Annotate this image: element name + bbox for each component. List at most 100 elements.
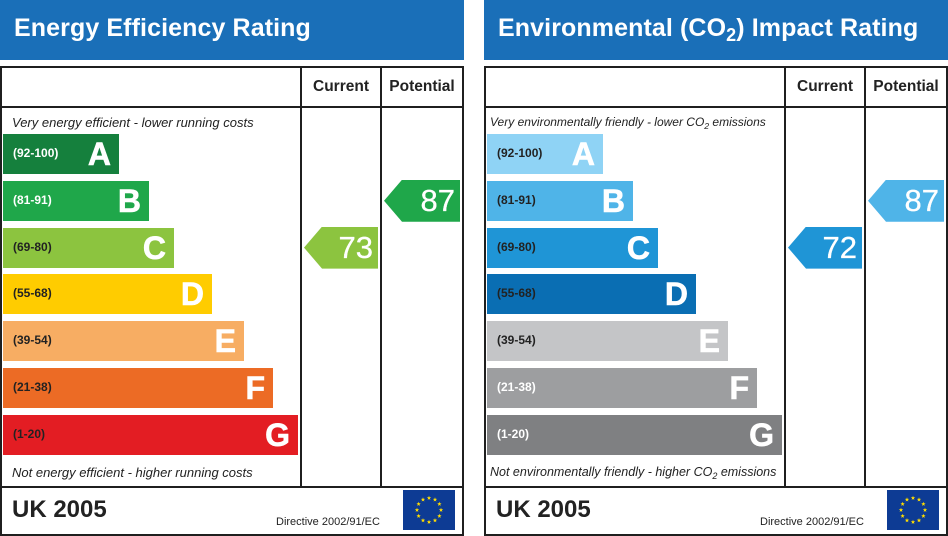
environmental-band-b: (81-91) B	[487, 180, 633, 221]
band-letter: A	[87, 136, 112, 173]
band-range-label: (39-54)	[13, 333, 52, 348]
eu-flag-icon	[887, 490, 939, 530]
eu-star	[916, 518, 922, 523]
energy-current-rating-arrow: 73	[304, 226, 378, 269]
energy-band-e: (39-54) E	[3, 321, 244, 362]
header-divider	[2, 106, 462, 108]
energy-band-d: (55-68) D	[3, 274, 212, 315]
band-letter: E	[214, 323, 236, 360]
band-range-label: (55-68)	[497, 286, 536, 301]
band-range-label: (1-20)	[497, 426, 530, 441]
energy-top-caption: Very energy efficient - lower running co…	[12, 115, 254, 130]
header-divider	[486, 106, 946, 108]
eu-star	[916, 497, 922, 502]
eu-star	[416, 513, 421, 518]
environmental-title: Environmental (CO2) Impact Rating	[498, 14, 919, 46]
band-letter: D	[664, 276, 689, 313]
environmental-band-g: (1-20) G	[487, 414, 782, 455]
environmental-band-c: (69-80) C	[487, 227, 658, 268]
eu-star	[921, 501, 926, 506]
eu-star	[900, 501, 905, 506]
energy-band-c: (69-80) C	[3, 227, 174, 268]
band-letter: F	[245, 370, 265, 407]
eu-star	[420, 518, 426, 523]
eu-star	[904, 518, 910, 523]
eu-star	[904, 497, 910, 502]
energy-bottom-caption: Not energy efficient - higher running co…	[12, 465, 253, 480]
energy-title: Energy Efficiency Rating	[14, 14, 311, 42]
footer-divider	[486, 486, 946, 488]
band-letter: G	[749, 416, 774, 453]
eu-star	[437, 501, 442, 506]
energy-current-rating-arrow-value: 73	[338, 229, 373, 265]
environmental-footer-label: UK 2005	[496, 496, 591, 523]
band-letter: B	[601, 182, 626, 219]
environmental-current-rating-arrow: 72	[788, 226, 862, 269]
energy-band-b: (81-91) B	[3, 180, 149, 221]
potential-column-header: Potential	[873, 78, 939, 95]
eu-star	[438, 507, 444, 512]
band-range-label: (92-100)	[497, 146, 543, 160]
eu-star	[420, 497, 426, 502]
band-range-label: (69-80)	[13, 239, 52, 254]
band-range-label: (21-38)	[13, 380, 52, 394]
environmental-band-a: (92-100) A	[487, 134, 603, 174]
band-letter: A	[571, 136, 596, 173]
environmental-footer: UK 2005 Directive 2002/91/EC	[486, 488, 946, 534]
band-range-label: (81-91)	[13, 192, 52, 207]
eu-star	[437, 513, 442, 518]
eu-star	[922, 507, 928, 512]
eu-star	[921, 513, 926, 518]
band-letter: G	[265, 416, 290, 453]
band-range-label: (39-54)	[497, 333, 536, 348]
current-column-divider	[784, 68, 786, 486]
band-letter: E	[698, 323, 720, 360]
environmental-band-f: (21-38) F	[487, 368, 757, 408]
energy-band-a: (92-100) A	[3, 134, 119, 174]
eu-star	[910, 519, 916, 524]
energy-potential-rating-arrow-value: 87	[420, 182, 455, 218]
eu-flag-icon	[403, 490, 455, 530]
eu-star	[910, 495, 916, 500]
band-range-label: (1-20)	[13, 426, 46, 441]
band-range-label: (92-100)	[13, 146, 59, 160]
energy-footer: UK 2005 Directive 2002/91/EC	[2, 488, 462, 534]
eu-star	[432, 497, 438, 502]
eu-star	[416, 501, 421, 506]
band-range-label: (69-80)	[497, 239, 536, 254]
band-letter: C	[626, 229, 651, 266]
energy-chart-frame: Current Potential Very energy efficient …	[0, 66, 464, 536]
environmental-current-rating-arrow-value: 72	[822, 229, 857, 265]
environmental-top-caption: Very environmentally friendly - lower CO…	[490, 115, 766, 131]
eu-star	[414, 507, 420, 512]
environmental-band-e: (39-54) E	[487, 321, 728, 362]
band-letter: B	[117, 182, 142, 219]
potential-column-divider	[864, 68, 866, 486]
current-column-divider	[300, 68, 302, 486]
energy-band-f: (21-38) F	[3, 368, 273, 408]
band-letter: D	[180, 276, 205, 313]
energy-header: Energy Efficiency Rating	[0, 0, 464, 60]
environmental-chart-frame: Current Potential Very environmentally f…	[484, 66, 948, 536]
eu-star	[426, 495, 432, 500]
footer-divider	[2, 486, 462, 488]
environmental-bottom-caption: Not environmentally friendly - higher CO…	[490, 465, 777, 481]
energy-directive: Directive 2002/91/EC	[276, 516, 380, 528]
environmental-band-d: (55-68) D	[487, 274, 696, 315]
band-range-label: (21-38)	[497, 380, 536, 394]
environmental-directive: Directive 2002/91/EC	[760, 516, 864, 528]
environmental-potential-rating-arrow-value: 87	[904, 182, 939, 218]
environmental-potential-rating-arrow: 87	[868, 179, 944, 222]
energy-band-g: (1-20) G	[3, 414, 298, 455]
eu-star	[426, 519, 432, 524]
environmental-header: Environmental (CO2) Impact Rating	[484, 0, 948, 60]
band-letter: C	[142, 229, 167, 266]
current-column-header: Current	[797, 78, 853, 95]
eu-star	[900, 513, 905, 518]
band-range-label: (55-68)	[13, 286, 52, 301]
environmental-impact-panel: Environmental (CO2) Impact Rating Curren…	[484, 0, 948, 536]
eu-star	[898, 507, 904, 512]
current-column-header: Current	[313, 78, 369, 95]
band-letter: F	[729, 370, 749, 407]
band-range-label: (81-91)	[497, 192, 536, 207]
